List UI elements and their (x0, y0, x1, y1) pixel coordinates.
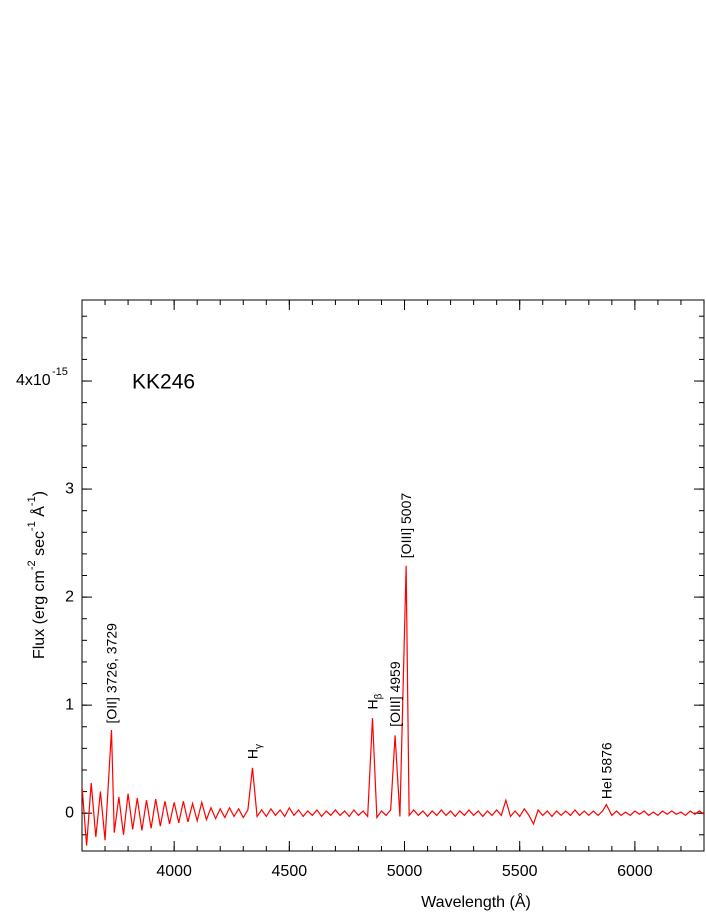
y-tick-label: 0 (65, 804, 74, 821)
annotation-subscript: γ (253, 744, 264, 749)
line-annotation: HeI 5876 (598, 742, 614, 799)
y-tick-label: 4x10 (16, 372, 51, 389)
y-axis-label-part: ) (31, 491, 48, 496)
x-tick-label: 4000 (156, 863, 192, 880)
y-tick-label: 1 (65, 696, 74, 713)
line-annotation: [OIII] 4959 (387, 661, 403, 727)
annotation-subscript: β (373, 693, 384, 699)
chart-title: KK246 (132, 371, 195, 394)
spectrum-line (82, 565, 704, 846)
annotation-text: HeI 5876 (598, 742, 614, 799)
line-annotation: [OIII] 5007 (398, 493, 414, 559)
line-annotation: [OII] 3726, 3729 (103, 623, 119, 724)
y-axis-label-part: Å (29, 506, 48, 521)
line-annotation: Hγ (244, 744, 264, 759)
y-tick-label: 3 (65, 480, 74, 497)
x-tick-label: 5000 (387, 863, 423, 880)
annotation-text: [OII] 3726, 3729 (103, 623, 119, 724)
y-tick-label: 2 (65, 588, 74, 605)
y-axis-label-part: sec (31, 531, 48, 560)
y-axis-label-part: -2 (26, 560, 38, 570)
y-axis-label-part: -1 (26, 521, 38, 531)
annotation-text: H (364, 699, 380, 709)
x-tick-label: 6000 (617, 863, 653, 880)
annotation-text: [OIII] 5007 (398, 493, 414, 559)
y-tick-exponent: -15 (52, 366, 68, 378)
line-annotation: Hβ (364, 693, 384, 709)
x-tick-label: 5500 (502, 863, 538, 880)
annotation-text: H (244, 749, 260, 759)
y-axis-label-part: Flux (erg cm (31, 570, 48, 659)
y-axis-label-part: -1 (26, 496, 38, 506)
x-tick-label: 4500 (272, 863, 308, 880)
annotation-text: [OIII] 4959 (387, 661, 403, 727)
x-axis-label: Wavelength (Å) (421, 892, 531, 911)
y-axis-label: Flux (erg cm-2 sec-1 Å-1) (26, 491, 48, 659)
